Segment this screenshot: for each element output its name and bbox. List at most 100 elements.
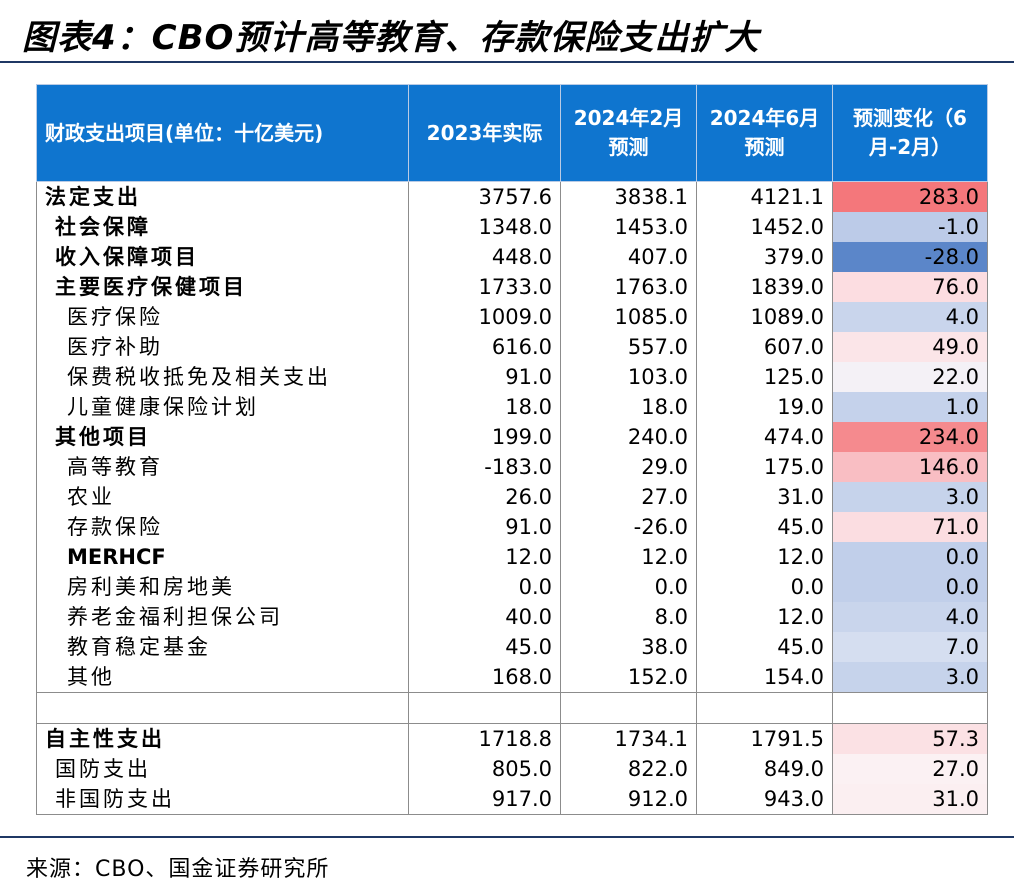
row-label: 社会保障 — [36, 212, 409, 242]
row-label-text: 社会保障 — [55, 215, 151, 239]
row-label: 非国防支出 — [36, 784, 409, 815]
row-label-text: 存款保险 — [67, 515, 163, 539]
table-row: 自主性支出 1718.8 1734.1 1791.5 57.3 — [36, 723, 988, 754]
cell-jun-forecast: 0.0 — [696, 572, 833, 602]
row-label-text: 主要医疗保健项目 — [55, 275, 247, 299]
row-label-text: 自主性支出 — [45, 727, 165, 751]
separator-row — [36, 692, 988, 724]
cell-forecast-change: 234.0 — [832, 422, 988, 452]
row-label-text: 法定支出 — [45, 185, 141, 209]
cell-jun-forecast: 943.0 — [696, 784, 833, 815]
row-label-text: 农业 — [67, 485, 115, 509]
cell-feb-forecast: 240.0 — [560, 422, 697, 452]
row-label: 其他 — [36, 662, 409, 693]
row-label-text: 医疗保险 — [67, 305, 163, 329]
cell-forecast-change: -28.0 — [832, 242, 988, 272]
row-label: MERHCF — [36, 542, 409, 572]
cell-forecast-change: 27.0 — [832, 754, 988, 784]
row-label: 法定支出 — [36, 181, 409, 212]
cell-forecast-change: 3.0 — [832, 482, 988, 512]
row-label: 收入保障项目 — [36, 242, 409, 272]
row-label-text: 教育稳定基金 — [67, 635, 211, 659]
separator-cell — [36, 692, 409, 724]
cell-feb-forecast: 3838.1 — [560, 181, 697, 212]
cell-2023-actual: 18.0 — [408, 392, 561, 422]
bottom-rule — [0, 836, 1014, 838]
table-row: 其他 168.0 152.0 154.0 3.0 — [36, 662, 988, 693]
table-row: 医疗保险 1009.0 1085.0 1089.0 4.0 — [36, 302, 988, 332]
source-note: 来源：CBO、国金证券研究所 — [26, 857, 330, 882]
cell-2023-actual: 91.0 — [408, 362, 561, 392]
cell-feb-forecast: 1085.0 — [560, 302, 697, 332]
row-label-text: 非国防支出 — [55, 787, 175, 811]
cell-forecast-change: -1.0 — [832, 212, 988, 242]
cell-2023-actual: 3757.6 — [408, 181, 561, 212]
cell-forecast-change: 3.0 — [832, 662, 988, 693]
cell-forecast-change: 4.0 — [832, 302, 988, 332]
cell-jun-forecast: 1452.0 — [696, 212, 833, 242]
header-2023-actual: 2023年实际 — [408, 84, 561, 182]
table-row: 养老金福利担保公司 40.0 8.0 12.0 4.0 — [36, 602, 988, 632]
row-label: 农业 — [36, 482, 409, 512]
cell-2023-actual: 448.0 — [408, 242, 561, 272]
cell-forecast-change: 7.0 — [832, 632, 988, 662]
cell-feb-forecast: 152.0 — [560, 662, 697, 693]
table-row: 收入保障项目 448.0 407.0 379.0 -28.0 — [36, 242, 988, 272]
cell-feb-forecast: 0.0 — [560, 572, 697, 602]
row-label: 国防支出 — [36, 754, 409, 784]
cell-forecast-change: 57.3 — [832, 723, 988, 754]
cell-forecast-change: 0.0 — [832, 542, 988, 572]
cell-2023-actual: 26.0 — [408, 482, 561, 512]
cell-forecast-change: 1.0 — [832, 392, 988, 422]
separator-cell — [560, 692, 697, 724]
cell-feb-forecast: 8.0 — [560, 602, 697, 632]
cell-jun-forecast: 45.0 — [696, 632, 833, 662]
table-row: 医疗补助 616.0 557.0 607.0 49.0 — [36, 332, 988, 362]
row-label-text: 养老金福利担保公司 — [67, 605, 283, 629]
table-row: 非国防支出 917.0 912.0 943.0 31.0 — [36, 784, 988, 815]
cell-feb-forecast: 1763.0 — [560, 272, 697, 302]
row-label: 养老金福利担保公司 — [36, 602, 409, 632]
cell-2023-actual: 616.0 — [408, 332, 561, 362]
cell-feb-forecast: 1734.1 — [560, 723, 697, 754]
header-2024-feb-forecast: 2024年2月 预测 — [560, 84, 697, 182]
cell-2023-actual: 1733.0 — [408, 272, 561, 302]
header-item: 财政支出项目(单位：十亿美元) — [36, 84, 409, 182]
table-row: 保费税收抵免及相关支出 91.0 103.0 125.0 22.0 — [36, 362, 988, 392]
row-label: 存款保险 — [36, 512, 409, 542]
cell-forecast-change: 4.0 — [832, 602, 988, 632]
cell-jun-forecast: 31.0 — [696, 482, 833, 512]
row-label-text: 房利美和房地美 — [67, 575, 235, 599]
table-row: 国防支出 805.0 822.0 849.0 27.0 — [36, 754, 988, 784]
cell-2023-actual: 0.0 — [408, 572, 561, 602]
cell-jun-forecast: 12.0 — [696, 542, 833, 572]
cell-jun-forecast: 45.0 — [696, 512, 833, 542]
cell-2023-actual: 12.0 — [408, 542, 561, 572]
cell-feb-forecast: 27.0 — [560, 482, 697, 512]
table-row: 存款保险 91.0 -26.0 45.0 71.0 — [36, 512, 988, 542]
cell-jun-forecast: 12.0 — [696, 602, 833, 632]
header-2024-jun-forecast: 2024年6月 预测 — [696, 84, 833, 182]
row-label: 医疗补助 — [36, 332, 409, 362]
cell-forecast-change: 31.0 — [832, 784, 988, 815]
row-label-text: 保费税收抵免及相关支出 — [67, 365, 331, 389]
cell-2023-actual: 917.0 — [408, 784, 561, 815]
cell-jun-forecast: 154.0 — [696, 662, 833, 693]
row-label-text: 医疗补助 — [67, 335, 163, 359]
cell-jun-forecast: 1791.5 — [696, 723, 833, 754]
cell-2023-actual: 1718.8 — [408, 723, 561, 754]
cell-2023-actual: 45.0 — [408, 632, 561, 662]
table-row: 农业 26.0 27.0 31.0 3.0 — [36, 482, 988, 512]
table-row: 儿童健康保险计划 18.0 18.0 19.0 1.0 — [36, 392, 988, 422]
cell-2023-actual: 168.0 — [408, 662, 561, 693]
cell-jun-forecast: 1839.0 — [696, 272, 833, 302]
cell-feb-forecast: 12.0 — [560, 542, 697, 572]
cell-jun-forecast: 379.0 — [696, 242, 833, 272]
cell-2023-actual: 199.0 — [408, 422, 561, 452]
cell-forecast-change: 76.0 — [832, 272, 988, 302]
cell-feb-forecast: 407.0 — [560, 242, 697, 272]
cell-feb-forecast: 912.0 — [560, 784, 697, 815]
cell-feb-forecast: 38.0 — [560, 632, 697, 662]
row-label: 保费税收抵免及相关支出 — [36, 362, 409, 392]
figure-title: 图表4：CBO预计高等教育、存款保险支出扩大 — [22, 18, 760, 58]
